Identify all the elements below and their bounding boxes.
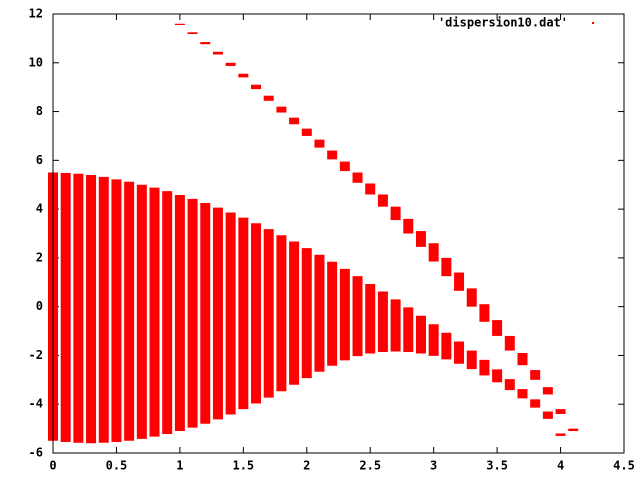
plot-border [52,13,625,454]
x-tick-label: 3.5 [486,459,508,473]
y-tick-label: 6 [36,153,43,167]
x-tick-label: 4 [557,459,564,473]
y-tick-label: 8 [36,104,43,118]
y-tick-label: 12 [29,7,43,21]
y-tick-label: 4 [36,202,43,216]
x-tick-label: 4.5 [613,459,635,473]
y-tick-label: -2 [29,348,43,362]
x-tick-label: 0 [49,459,56,473]
x-tick-label: 1.5 [232,459,254,473]
x-tick-label: 2 [303,459,310,473]
legend-label: 'dispersion10.dat' [438,16,568,30]
x-tick-label: 0.5 [106,459,128,473]
x-tick-label: 3 [430,459,437,473]
x-tick-label: 2.5 [359,459,381,473]
y-tick-label: 2 [36,250,43,264]
y-tick-label: -6 [29,446,43,460]
y-tick-label: -4 [29,397,43,411]
y-tick-label: 0 [36,299,43,313]
legend-swatch [592,22,594,24]
y-tick-label: 10 [29,55,43,69]
x-tick-label: 1 [176,459,183,473]
